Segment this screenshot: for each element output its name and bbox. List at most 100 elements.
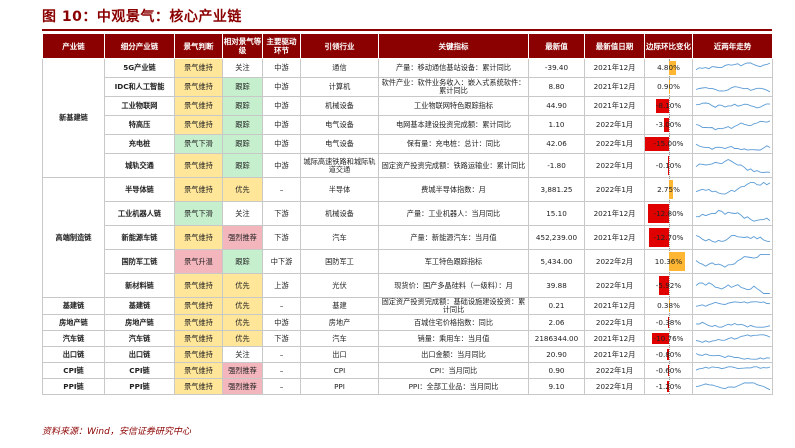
- segment-cell: 房地产链: [42, 314, 105, 331]
- indicator-cell: 产量：新能源汽车：当月值: [378, 225, 529, 250]
- sub-chain-cell: 新能源车链: [104, 225, 175, 250]
- header-cell: 边际环比变化: [644, 33, 693, 59]
- date-cell: 2022年2月: [584, 249, 645, 274]
- date-cell: 2022年1月: [584, 134, 645, 154]
- change-label: -3.00%: [655, 120, 682, 129]
- sparkline-chart: [695, 381, 771, 390]
- segment-cell: 汽车链: [42, 330, 105, 347]
- industry-cell: PPI: [300, 378, 379, 395]
- level-cell: 跟踪: [222, 96, 263, 116]
- industry-cell: 光伏: [300, 273, 379, 298]
- judgement-cell: 景气维持: [174, 153, 223, 178]
- date-cell: 2022年1月: [584, 115, 645, 135]
- value-cell: 44.90: [528, 96, 585, 116]
- level-cell: 跟踪: [222, 249, 263, 274]
- level-cell: 优先: [222, 330, 263, 347]
- change-cell: -3.00%: [644, 115, 693, 135]
- industry-cell: CPI: [300, 362, 379, 379]
- indicator-cell: 固定资产投资完成额：基础设施建设投资：累计同比: [378, 297, 529, 315]
- judgement-cell: 景气维持: [174, 225, 223, 250]
- change-cell: -0.60%: [644, 362, 693, 379]
- change-label: -15.00%: [653, 139, 684, 148]
- date-cell: 2022年1月: [584, 362, 645, 379]
- segment-cell: CPI链: [42, 362, 105, 379]
- judgement-cell: 景气维持: [174, 96, 223, 116]
- level-cell: 关注: [222, 201, 263, 226]
- industry-cell: 电气设备: [300, 115, 379, 135]
- change-bar: [666, 381, 669, 392]
- industry-cell: 机械设备: [300, 201, 379, 226]
- change-bar: [659, 276, 669, 295]
- table-row: 高端制造链 半导体链 景气维持 优先 – 半导体 费城半导体指数：月 3,881.25 2022…: [42, 177, 773, 298]
- table-row: IDC和人工智能 景气维持 跟踪 中游 计算机 软件产业：软件业务收入：嵌入式系统软件：累…: [43, 77, 773, 97]
- judgement-cell: 景气下滑: [174, 201, 223, 226]
- judgement-cell: 景气维持: [174, 378, 223, 395]
- change-label: 4.80%: [657, 63, 680, 72]
- sparkline-chart: [695, 301, 771, 307]
- indicator-cell: 产量：工业机器人：当月同比: [378, 201, 529, 226]
- change-cell: -10.76%: [644, 330, 693, 347]
- driver-cell: –: [262, 346, 301, 363]
- change-label: -0.10%: [655, 160, 682, 170]
- title-rule: [42, 29, 772, 31]
- date-cell: 2021年12月: [584, 330, 645, 347]
- sparkline-chart: [695, 158, 771, 173]
- sparkline-path: [695, 143, 771, 150]
- trend-sparkline: [692, 297, 773, 315]
- judgement-cell: 景气维持: [174, 58, 223, 78]
- change-cell: -0.38%: [644, 314, 693, 331]
- sparkline-path: [695, 85, 771, 92]
- sparkline-chart: [695, 253, 770, 268]
- driver-cell: 中游: [262, 134, 301, 154]
- change-bar: [668, 80, 670, 94]
- change-label: -0.60%: [655, 365, 682, 375]
- table-row: 工业物联网 景气维持 跟踪 中游 机械设备 工业物联网特色跟踪指标 44.90 2021年12…: [43, 96, 773, 116]
- sparkline-path: [695, 119, 771, 130]
- driver-cell: 中下游: [262, 249, 301, 274]
- indicator-cell: 产量：移动通信基站设备：累计同比: [378, 58, 529, 78]
- judgement-cell: 景气维持: [174, 297, 223, 315]
- table-row: 新材料链 景气维持 优先 上游 光伏 现货价：国产多晶硅料（一级料）：月 39.88 2022…: [43, 273, 773, 298]
- date-cell: 2021年12月: [584, 297, 645, 315]
- change-bar: [651, 333, 669, 344]
- header-cell: 最新值日期: [584, 33, 645, 59]
- indicator-cell: 固定资产投资完成额：铁路运输业：累计同比: [378, 153, 529, 178]
- sparkline-path: [695, 352, 771, 360]
- table-row: 出口链 出口链 景气维持 关注 – 出口 出口金额：当月同比 20.90 2021年12月 -0.…: [42, 346, 773, 363]
- sub-chain-cell: 城轨交通: [104, 153, 175, 178]
- sparkline-path: [695, 181, 771, 195]
- sparkline-chart: [695, 119, 771, 130]
- value-cell: 42.06: [528, 134, 585, 154]
- trend-sparkline: [692, 346, 773, 363]
- header-row: 产业链 细分产业链 景气判断 相对景气等级 主要驱动环节 引领行业 关键指标 最…: [42, 33, 773, 59]
- value-cell: 15.10: [528, 201, 585, 226]
- change-cell: -0.80%: [644, 346, 693, 363]
- table-row: 工业机器人链 景气下滑 关注 下游 机械设备 产量：工业机器人：当月同比 15.10 2021…: [43, 201, 773, 226]
- header-cell: 最新值: [528, 33, 585, 59]
- sparkline-chart: [696, 209, 771, 222]
- trend-sparkline: [692, 314, 773, 331]
- segment-cell: 出口链: [42, 346, 105, 363]
- change-cell: -5.92%: [644, 273, 693, 298]
- sub-chain-cell: IDC和人工智能: [104, 77, 175, 97]
- judgement-cell: 景气下滑: [174, 134, 223, 154]
- driver-cell: 下游: [262, 201, 301, 226]
- sub-chain-cell: 基建链: [104, 297, 175, 315]
- sparkline-path: [695, 253, 770, 268]
- sparkline-chart: [695, 234, 771, 243]
- value-cell: -1.80: [528, 153, 585, 178]
- sparkline-chart: [695, 181, 771, 195]
- change-cell: 4.80%: [644, 58, 693, 78]
- table-row: 城轨交通 景气维持 跟踪 中游 城际高速铁路和城际轨道交通 固定资产投资完成额：铁路运输业…: [43, 153, 773, 178]
- sparkline-path: [696, 209, 771, 222]
- trend-sparkline: [692, 362, 773, 379]
- level-cell: 跟踪: [222, 115, 263, 135]
- source-note: 资料来源：Wind，安信证券研究中心: [42, 427, 191, 437]
- sub-chain-cell: PPI链: [104, 378, 175, 395]
- driver-cell: 上游: [262, 273, 301, 298]
- level-cell: 强烈推荐: [222, 225, 263, 250]
- segment-cell: 新基建链: [42, 58, 105, 178]
- indicator-cell: 费城半导体指数：月: [378, 177, 529, 202]
- change-label: -1.20%: [655, 381, 682, 391]
- change-bar: [668, 61, 677, 75]
